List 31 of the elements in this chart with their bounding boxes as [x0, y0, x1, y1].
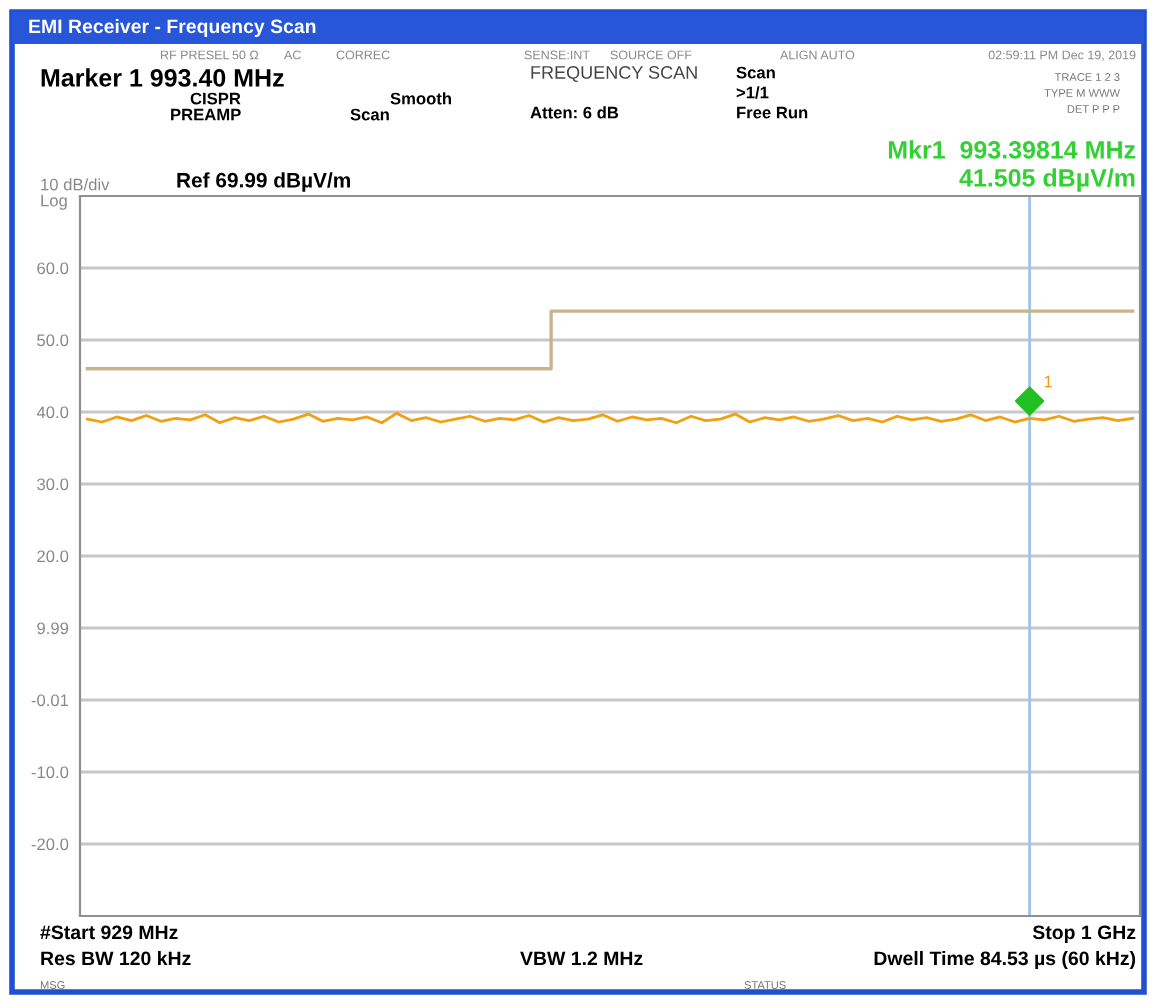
- text: Scan: [736, 66, 775, 79]
- y-tick-label: -20.0: [31, 838, 69, 851]
- annotation: 1: [1044, 375, 1052, 388]
- text: Dwell Time 84.53 µs (60 kHz): [874, 950, 1136, 970]
- text: Log: [41, 194, 67, 210]
- y-tick-label: 50.0: [37, 334, 69, 347]
- y-tick-label: 9.99: [37, 622, 69, 635]
- text: 41.505 dBµV/m: [959, 168, 1135, 192]
- text: >1/1: [736, 86, 769, 99]
- y-tick-label: 40.0: [36, 406, 69, 419]
- text: Atten: 6 dB: [530, 106, 619, 119]
- text: Scan: [350, 108, 389, 121]
- text: VBW 1.2 MHz: [520, 951, 643, 966]
- text: Ref 69.99 dBµV/m: [177, 172, 350, 192]
- text: Smooth: [390, 92, 451, 105]
- y-tick-label: 20.0: [37, 550, 69, 563]
- chart-title: EMI Receiver - Frequency Scan: [29, 18, 316, 38]
- text: Free Run: [737, 106, 808, 119]
- text: Marker 1 993.40 MHz: [41, 68, 284, 87]
- text: Res BW 120 kHz: [41, 950, 191, 966]
- y-tick-label: 30.0: [37, 478, 69, 491]
- text: Mkr1 993.39814 MHz: [888, 140, 1136, 159]
- y-tick-label: -0.01: [31, 694, 69, 707]
- text: PREAMP: [171, 108, 241, 121]
- text: 10 dB/div: [41, 178, 110, 191]
- y-tick-label: 60.0: [37, 262, 69, 275]
- y-tick-label: -10.0: [31, 766, 69, 779]
- text: FREQUENCY SCAN: [531, 66, 697, 83]
- text: Stop 1 GHz: [1032, 925, 1136, 944]
- text: CISPR: [190, 92, 241, 105]
- text: #Start 929 MHz: [40, 925, 178, 940]
